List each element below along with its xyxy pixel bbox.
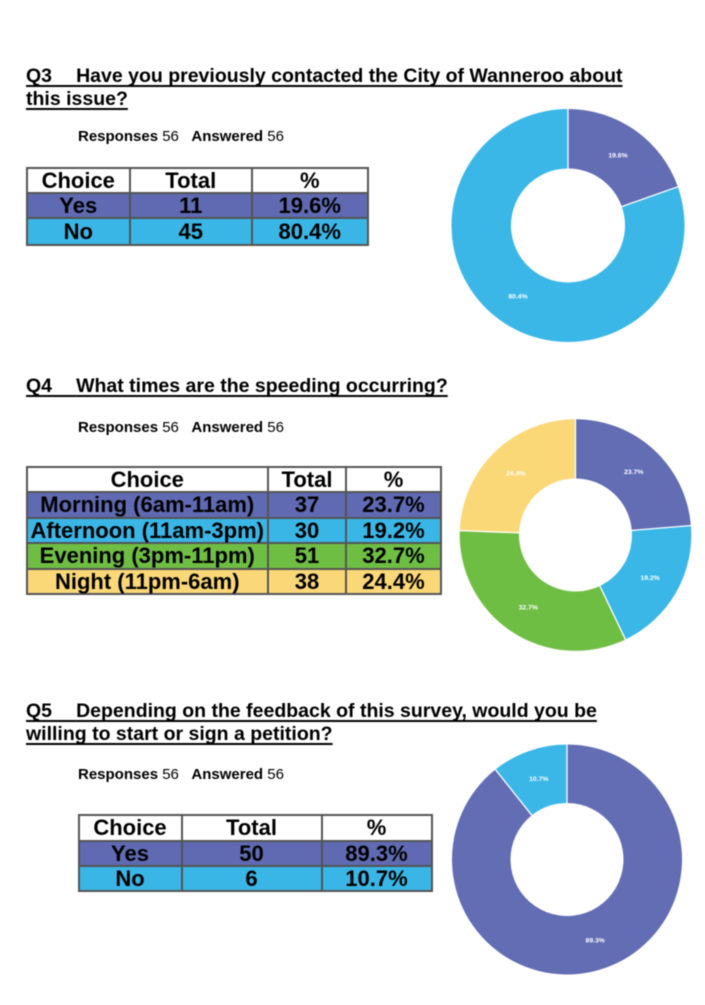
svg-text:80.4%: 80.4% (508, 294, 527, 301)
svg-text:19.6%: 19.6% (608, 152, 627, 159)
svg-text:19.2%: 19.2% (640, 575, 659, 582)
svg-text:32.7%: 32.7% (519, 604, 538, 611)
svg-text:24.4%: 24.4% (506, 471, 525, 478)
svg-text:10.7%: 10.7% (529, 776, 548, 783)
svg-text:23.7%: 23.7% (624, 469, 643, 476)
svg-text:89.3%: 89.3% (586, 938, 605, 945)
